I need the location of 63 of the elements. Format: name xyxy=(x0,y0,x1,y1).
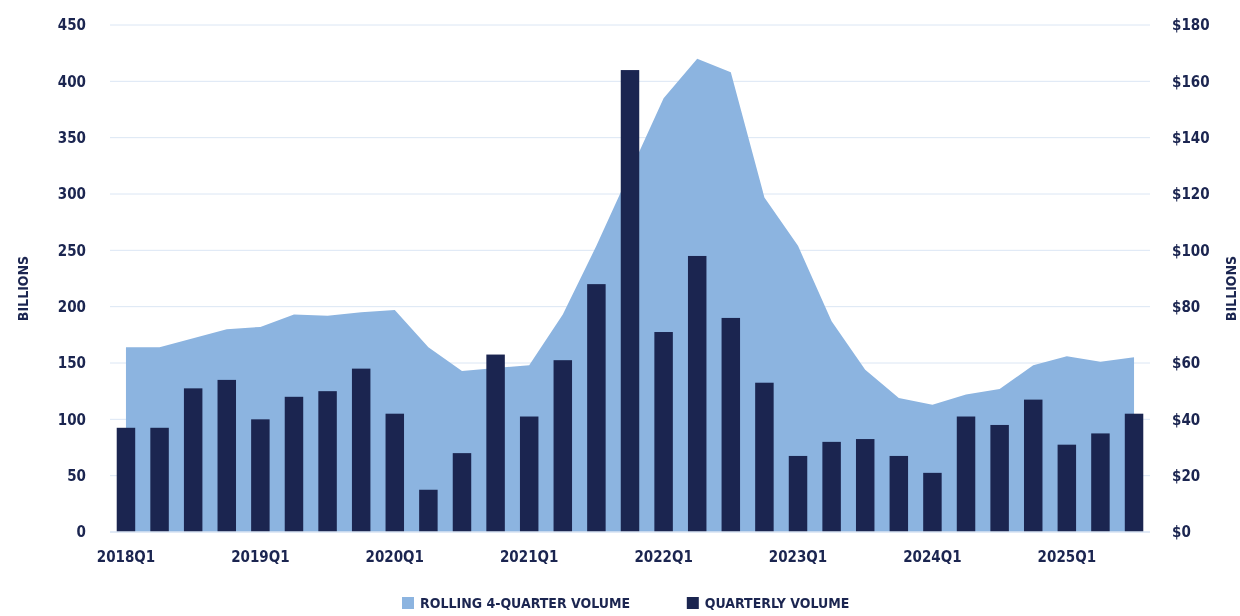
bar xyxy=(788,455,808,532)
x-tick-label: 2020Q1 xyxy=(365,548,424,566)
y-tick-label: 150 xyxy=(57,354,86,373)
bar xyxy=(654,332,673,532)
bar xyxy=(318,391,337,532)
y-tick-label: 250 xyxy=(57,241,86,260)
y2-axis-title: BILLIONS xyxy=(1223,255,1239,322)
bar xyxy=(721,317,741,532)
y-tick-label: 200 xyxy=(57,297,86,316)
x-tick-label: 2018Q1 xyxy=(96,548,156,566)
y-tick-label: 50 xyxy=(67,466,86,485)
bar xyxy=(755,382,774,532)
bar xyxy=(1124,413,1144,532)
bar xyxy=(587,284,606,532)
x-tick-label: 2023Q1 xyxy=(768,548,828,566)
y-tick-label: 400 xyxy=(57,72,86,91)
y2-tick-label: $80 xyxy=(1172,297,1201,316)
x-tick-label: 2022Q1 xyxy=(634,548,693,566)
y-tick-label: 350 xyxy=(57,128,86,147)
bar xyxy=(687,255,707,532)
y2-tick-label: $160 xyxy=(1172,72,1210,91)
y2-tick-label: $0 xyxy=(1172,523,1191,542)
bar xyxy=(385,413,405,532)
y-tick-label: 0 xyxy=(76,523,86,542)
bar xyxy=(855,439,875,532)
y2-tick-label: $100 xyxy=(1172,241,1210,260)
bar xyxy=(1091,433,1110,532)
bar xyxy=(217,379,237,532)
legend-label: QUARTERLY VOLUME xyxy=(704,595,850,611)
bar xyxy=(486,354,505,532)
y2-tick-label: $60 xyxy=(1172,354,1201,373)
y2-tick-label: $140 xyxy=(1172,128,1210,147)
bar xyxy=(150,427,169,532)
x-tick-label: 2025Q1 xyxy=(1037,548,1097,566)
bar xyxy=(519,416,539,532)
bar xyxy=(620,70,640,532)
x-tick-label: 2021Q1 xyxy=(499,548,559,566)
y-axis-title: BILLIONS xyxy=(15,255,31,322)
bar xyxy=(419,489,438,532)
bar xyxy=(183,388,203,532)
bar xyxy=(1057,444,1077,532)
y2-tick-label: $120 xyxy=(1172,185,1210,204)
y-tick-label: 450 xyxy=(57,16,86,35)
bar xyxy=(452,453,472,532)
y-tick-label: 100 xyxy=(57,410,86,429)
y2-tick-label: $180 xyxy=(1172,16,1210,35)
bar xyxy=(956,416,976,532)
y-tick-label: 300 xyxy=(57,185,86,204)
bar xyxy=(553,360,573,532)
bar xyxy=(889,455,909,532)
bar xyxy=(284,396,304,532)
bar xyxy=(923,472,942,532)
bar xyxy=(351,368,371,532)
x-tick-label: 2019Q1 xyxy=(231,548,290,566)
legend-label: ROLLING 4-QUARTER VOLUME xyxy=(420,595,631,611)
bar xyxy=(116,427,136,532)
bar xyxy=(251,419,270,532)
x-tick-label: 2024Q1 xyxy=(903,548,962,566)
y2-tick-label: $20 xyxy=(1172,466,1201,485)
bar xyxy=(822,441,841,532)
bar xyxy=(1023,399,1043,532)
y2-tick-label: $40 xyxy=(1172,410,1201,429)
bar xyxy=(990,424,1009,532)
